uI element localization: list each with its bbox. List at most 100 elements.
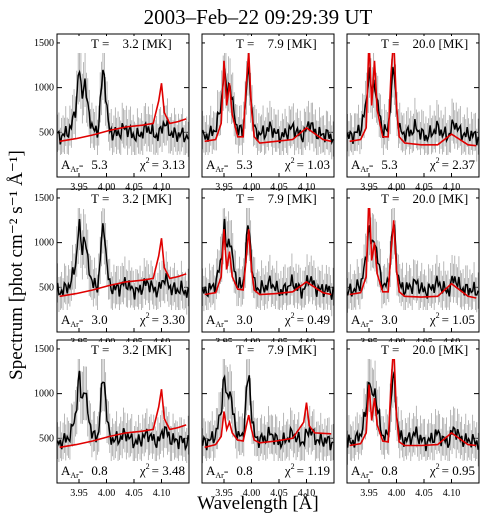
x-tick-label: 4.05: [270, 182, 288, 193]
y-tick-label: 1500: [34, 344, 54, 355]
x-tick-label: 3.95: [70, 488, 88, 499]
temperature-label: T = 3.2 [MK]: [91, 36, 172, 51]
fit-stats-bg: [205, 155, 331, 173]
temperature-label: T = 20.0 [MK]: [381, 36, 468, 51]
x-tick-label: 4.05: [415, 182, 433, 193]
temperature-label-bg: [60, 36, 186, 53]
chi-square-label: χ2 = 0.95: [429, 462, 475, 478]
chi-square-label: χ2 = 3.48: [139, 462, 185, 478]
chi-square-label: χ2 = 1.03: [284, 156, 330, 172]
panel-frame: [56, 188, 190, 333]
chi-square-label: χ2 = 3.13: [139, 156, 185, 172]
observed-spectrum-line: [201, 218, 334, 300]
abundance-label: AAr= 0.8: [351, 463, 398, 480]
y-tick-label: 1500: [34, 193, 54, 204]
x-tick-label: 4.10: [443, 182, 461, 193]
fit-stats-bg: [205, 310, 331, 328]
x-tick-label: 4.10: [153, 488, 171, 499]
y-tick-label: 1000: [34, 83, 54, 94]
observed-spectrum-line: [346, 371, 479, 452]
chi-square-label: χ2 = 1.05: [429, 311, 475, 327]
model-spectrum-line: [59, 83, 187, 143]
x-tick-label: 4.05: [125, 488, 143, 499]
x-tick-label: 4.05: [270, 488, 288, 499]
abundance-label: AAr= 0.8: [206, 463, 253, 480]
spectrum-panel: 3.954.004.054.10T = 20.0 [MK]AAr=3.0χ2= …: [346, 188, 480, 348]
figure-title: 2003–Feb–22 09:29:39 UT: [144, 5, 373, 29]
temperature-label: T = 3.2 [MK]: [91, 342, 172, 357]
spectrum-panel: 3.95 4.00 4.05 4.10 T = 20.0 [MK] AAr= 0.8 χ2 = …: [346, 339, 480, 499]
y-tick-label: 500: [39, 282, 54, 293]
panel-frame: [56, 33, 190, 178]
fit-stats-bg: [350, 310, 476, 328]
x-tick-label: 3.95: [360, 488, 378, 499]
x-tick-label: 3.95: [215, 182, 233, 193]
observed-spectrum-line: [56, 219, 189, 300]
temperature-label: T = 7.9 [MK]: [236, 191, 317, 206]
temperature-label-bg: [60, 191, 186, 208]
panel-frame: [201, 33, 335, 178]
x-tick-label: 4.10: [298, 182, 316, 193]
abundance-label: AAr= 0.8: [61, 463, 108, 480]
y-tick-label: 1000: [34, 238, 54, 249]
model-spectrum-line: [204, 51, 332, 144]
fit-stats-bg: [350, 155, 476, 173]
x-tick-label: 4.10: [443, 488, 461, 499]
model-spectrum-line: [59, 238, 187, 298]
x-tick-label: 3.95: [215, 488, 233, 499]
x-tick-label: 4.05: [415, 488, 433, 499]
fit-stats-bg: [205, 461, 331, 479]
chi-square-label: χ2 = 1.19: [284, 462, 330, 478]
temperature-label: T = 20.0 [MK]: [381, 342, 468, 357]
temperature-label-bg: [205, 342, 331, 359]
x-tick-label: 4.10: [298, 488, 316, 499]
temperature-label: T = 3.2 [MK]: [91, 191, 172, 206]
abundance-label: AAr= 5.3: [206, 157, 253, 174]
fit-stats-bg: [60, 310, 186, 328]
chi-square-label: χ2 = 2.37: [429, 156, 476, 172]
y-tick-label: 1500: [34, 38, 54, 49]
panel-frame: [346, 188, 480, 333]
x-tick-label: 3.95: [360, 182, 378, 193]
temperature-label-bg: [350, 342, 476, 359]
temperature-label: T = 7.9 [MK]: [236, 342, 317, 357]
x-tick-label: 4.00: [243, 182, 261, 193]
panel-frame: [346, 33, 480, 178]
model-spectrum-line: [349, 344, 477, 447]
temperature-label-bg: [205, 191, 331, 208]
y-tick-label: 500: [39, 433, 54, 444]
x-tick-label: 4.05: [125, 182, 143, 193]
x-tick-label: 3.95: [70, 182, 88, 193]
y-tick-label: 500: [39, 127, 54, 138]
abundance-label: AAr= 3.0: [351, 312, 398, 329]
panel-frame: [56, 339, 190, 484]
panel-frame: [346, 339, 480, 484]
observed-spectrum-line: [346, 66, 479, 146]
spectrum-panel: 3.95 4.00 4.05 4.10 T = 20.0 [MK] AAr= 5.3 χ2 = …: [346, 33, 480, 193]
observed-spectrum-line: [56, 69, 189, 145]
x-tick-label: 4.00: [243, 488, 261, 499]
abundance-label: AAr= 3.0: [206, 312, 253, 329]
x-tick-label: 4.00: [388, 182, 406, 193]
spectrum-panel: 3.954.004.054.10T = 7.9 [MK]AAr=3.0χ2= 0…: [201, 188, 335, 348]
x-tick-label: 4.10: [153, 182, 171, 193]
spectrum-panel: 3.95 4.00 4.05 4.10 T = 7.9 [MK] AAr= 0.8 χ2 = 1…: [201, 339, 335, 499]
temperature-label-bg: [350, 191, 476, 208]
model-spectrum-line: [204, 402, 332, 449]
panel-frame: [201, 339, 335, 484]
chi-square-label: χ2 = 3.30: [139, 311, 185, 327]
abundance-label: AAr= 5.3: [61, 157, 108, 174]
panel-frame: [201, 188, 335, 333]
model-spectrum-line: [59, 389, 187, 449]
temperature-label-bg: [350, 36, 476, 53]
x-tick-label: 4.00: [98, 488, 116, 499]
fit-stats-bg: [60, 461, 186, 479]
x-tick-label: 4.00: [98, 182, 116, 193]
abundance-label: AAr= 3.0: [61, 312, 108, 329]
fit-stats-bg: [60, 155, 186, 173]
spectrum-panel: 500 1000 1500 3.95 4.00 4.05 4.10 T = 3.2 [MK] A…: [34, 33, 190, 193]
